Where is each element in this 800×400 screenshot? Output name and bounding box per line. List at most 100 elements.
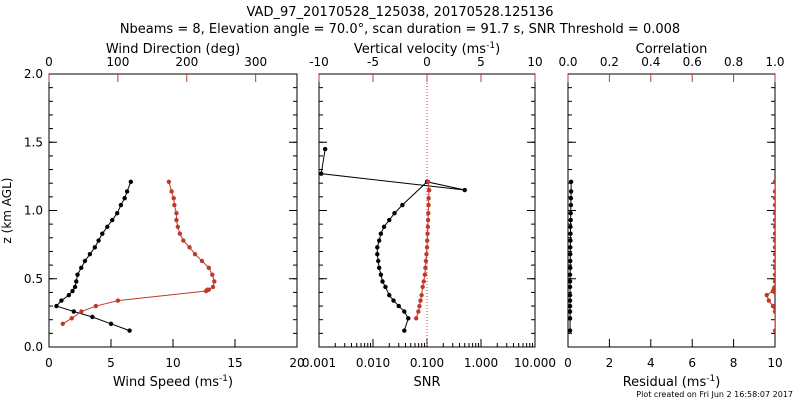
data-point <box>90 314 95 320</box>
data-point <box>212 279 217 284</box>
bottom-axis-label-snr: SNR <box>413 375 440 390</box>
bottom-tick-label: 10 <box>165 356 180 370</box>
data-point <box>166 179 172 185</box>
data-point <box>772 211 775 216</box>
data-point <box>378 231 384 236</box>
top-axis-label-residual: Correlation <box>636 42 708 57</box>
series-line <box>320 148 465 331</box>
data-point <box>568 217 573 223</box>
data-point <box>96 238 101 243</box>
bottom-tick-label: 0.100 <box>410 356 444 370</box>
data-point <box>414 316 419 321</box>
data-point <box>417 303 422 309</box>
data-point <box>425 238 430 243</box>
data-point <box>181 238 186 243</box>
data-point <box>87 251 93 257</box>
data-point <box>177 231 183 236</box>
bottom-tick-label: 0.010 <box>356 356 390 370</box>
data-point <box>79 309 84 314</box>
data-point <box>376 238 382 243</box>
data-point <box>115 211 120 216</box>
data-point <box>396 303 401 309</box>
bottom-tick-label: 0 <box>564 356 572 370</box>
data-point <box>319 171 324 176</box>
data-point <box>169 189 174 194</box>
top-tick-label: -10 <box>309 55 329 69</box>
plot-created-footer: Plot created on Fri Jun 2 16:58:07 2017 <box>636 390 793 399</box>
data-point <box>770 303 775 309</box>
data-point <box>110 217 115 223</box>
top-axis-label-wind: Wind Direction (deg) <box>106 42 240 57</box>
data-point <box>423 265 428 271</box>
data-point <box>424 245 430 250</box>
data-point <box>568 284 573 290</box>
data-point <box>59 298 64 303</box>
top-tick-label: 0.0 <box>558 55 577 69</box>
data-point <box>772 179 775 185</box>
top-tick-label: 0.4 <box>641 55 660 69</box>
top-tick-label: 100 <box>106 55 129 69</box>
bottom-tick-label: 6 <box>688 356 696 370</box>
series-snr-black <box>319 146 467 333</box>
data-point <box>400 202 405 208</box>
data-point <box>128 179 134 185</box>
data-point <box>79 265 84 271</box>
data-point <box>772 279 775 284</box>
data-point <box>174 211 179 216</box>
figure-subtitle: Nbeams = 8, Elevation angle = 70.0°, sca… <box>120 22 680 37</box>
y-tick-label: 1.0 <box>24 204 43 218</box>
data-point <box>383 284 388 290</box>
y-axis-label: z (km AGL) <box>0 178 14 244</box>
data-point <box>426 211 431 216</box>
data-point <box>568 292 573 298</box>
top-tick-label: 0.6 <box>683 55 702 69</box>
data-point <box>568 238 573 243</box>
y-tick-label: 0.5 <box>24 272 43 286</box>
data-point <box>772 328 775 333</box>
data-point <box>92 245 98 250</box>
data-point <box>115 298 121 303</box>
top-tick-label: 0 <box>423 55 431 69</box>
data-point <box>772 231 775 236</box>
bottom-tick-label: 10 <box>767 356 782 370</box>
top-tick-label: 0.2 <box>600 55 619 69</box>
bottom-tick-label: 15 <box>227 356 242 370</box>
bottom-tick-label: 0.001 <box>302 356 336 370</box>
data-point <box>100 231 105 236</box>
data-point <box>82 258 88 264</box>
series-wind-red <box>60 179 217 326</box>
data-point <box>71 309 77 314</box>
data-point <box>72 284 78 290</box>
bottom-tick-label: 10.000 <box>514 356 556 370</box>
data-point <box>174 217 179 223</box>
bottom-tick-label: 8 <box>730 356 738 370</box>
data-point <box>772 309 775 314</box>
data-point <box>568 272 573 277</box>
data-point <box>423 258 429 264</box>
panel-snr: 0.001 0.010 0.100 1.000 10.000 -10 -5 0 5 10 <box>302 55 556 370</box>
data-point <box>66 292 72 298</box>
data-point <box>568 265 573 271</box>
data-point <box>568 298 573 303</box>
data-point <box>568 196 574 201</box>
data-point <box>127 328 132 333</box>
top-tick-label: 300 <box>244 55 267 69</box>
panel-residual: 0 2 4 6 8 10 0.0 0.2 0.4 0.6 0.8 1.0 <box>558 55 784 370</box>
data-point <box>376 258 381 264</box>
data-point <box>206 265 212 271</box>
data-point <box>93 303 99 309</box>
data-point <box>406 316 411 321</box>
bottom-tick-label: 5 <box>107 356 115 370</box>
data-point <box>381 224 387 230</box>
data-point <box>175 224 181 230</box>
data-point <box>772 251 775 257</box>
data-point <box>772 202 775 208</box>
data-point <box>568 179 574 185</box>
data-point <box>199 258 205 264</box>
data-point <box>766 298 771 303</box>
bottom-axis-label-wind: Wind Speed (ms-1) <box>113 374 233 390</box>
data-point <box>568 211 573 216</box>
bottom-tick-label: 0 <box>45 356 53 370</box>
data-point <box>420 284 425 290</box>
